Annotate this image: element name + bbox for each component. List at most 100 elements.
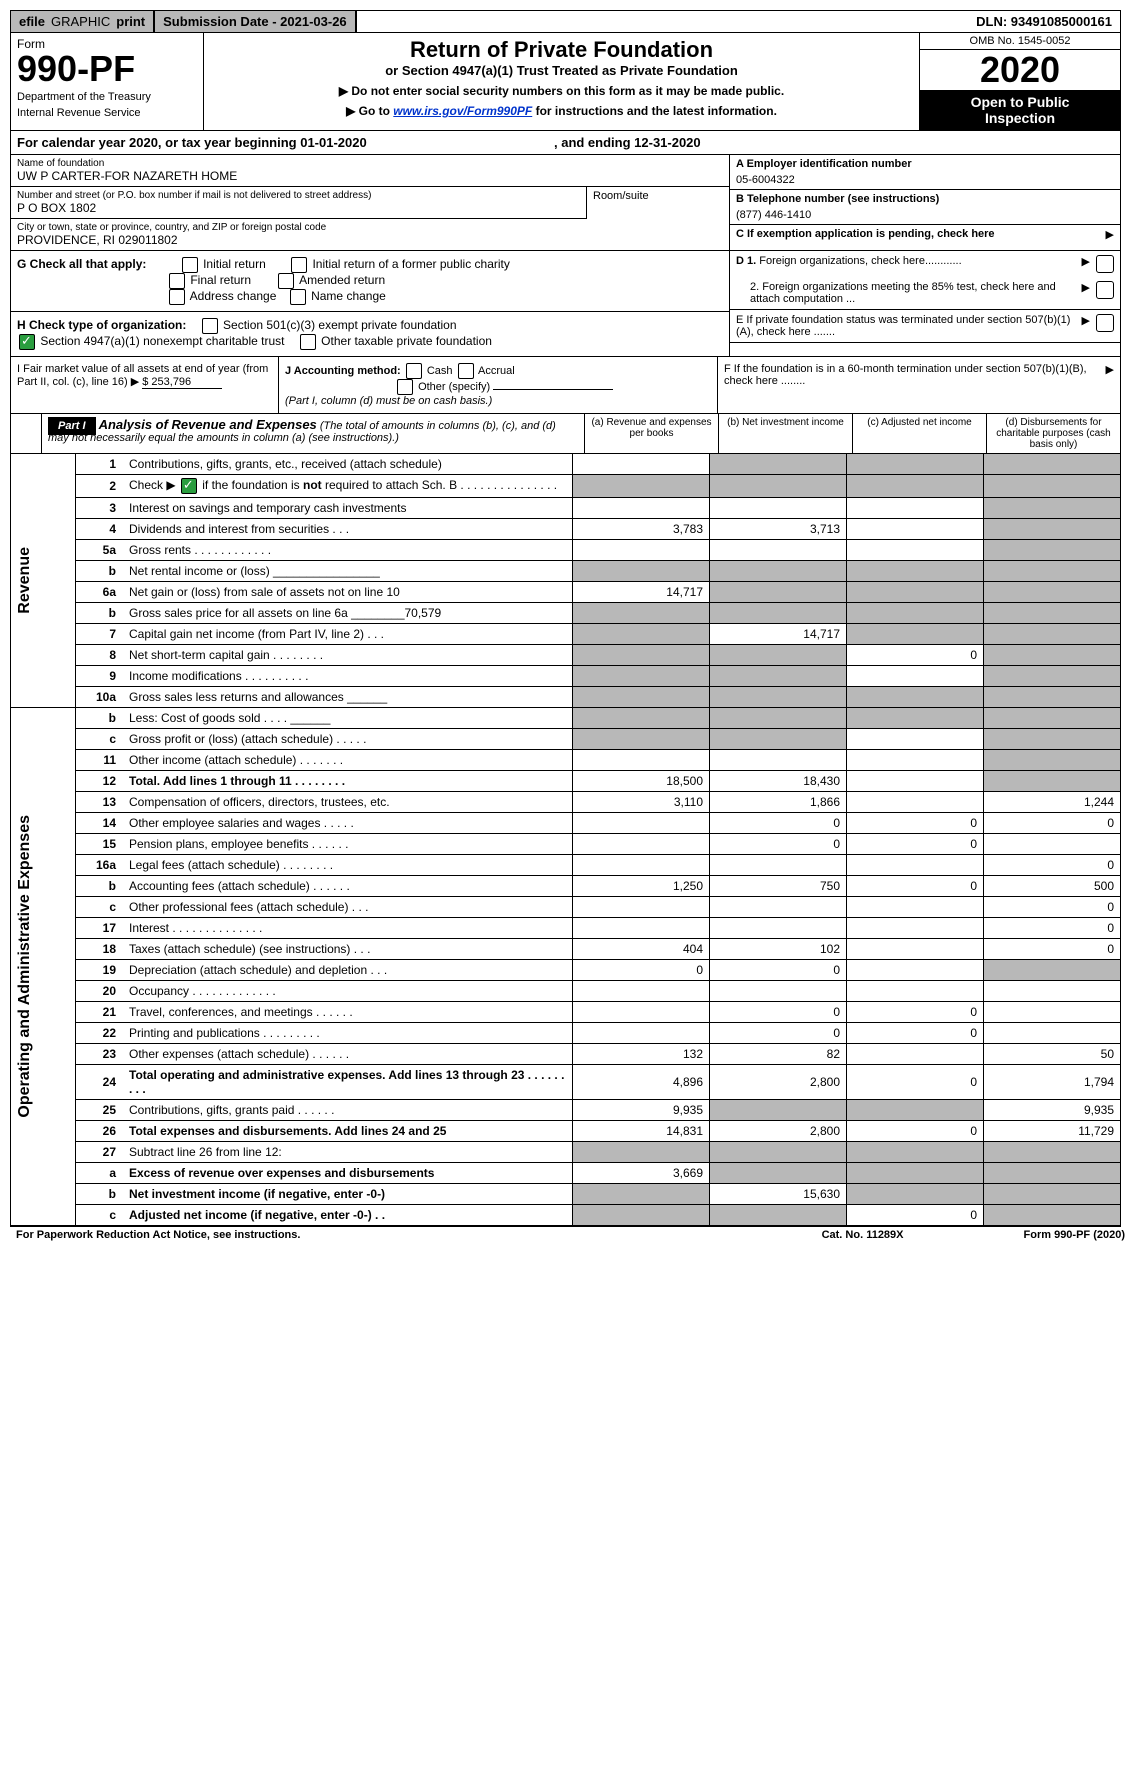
cb-4947[interactable] <box>19 334 35 350</box>
line-val <box>710 749 847 770</box>
line-desc: Excess of revenue over expenses and disb… <box>124 1162 573 1183</box>
line-val: 50 <box>984 1043 1121 1064</box>
line-val: 0 <box>847 1120 984 1141</box>
line-row: bAccounting fees (attach schedule) . . .… <box>11 875 1120 896</box>
line-val <box>984 581 1121 602</box>
line-val <box>984 749 1121 770</box>
line-val <box>847 539 984 560</box>
line-val <box>573 854 710 875</box>
efile-label: efile <box>19 14 45 29</box>
cb-cash[interactable] <box>406 363 422 379</box>
col-a-head: (a) Revenue and expenses per books <box>584 414 718 453</box>
instr2-post: for instructions and the latest informat… <box>532 104 777 118</box>
cb-other-tax[interactable] <box>300 334 316 350</box>
line-val <box>847 728 984 749</box>
cb-name[interactable] <box>290 289 306 305</box>
line-val: 102 <box>710 938 847 959</box>
d1-checkbox[interactable] <box>1096 255 1114 273</box>
line-desc: Accounting fees (attach schedule) . . . … <box>124 875 573 896</box>
line-num: 15 <box>76 833 125 854</box>
line-val <box>573 644 710 665</box>
line-val: 0 <box>984 938 1121 959</box>
line-val <box>573 497 710 518</box>
name-block: Name of foundation UW P CARTER-FOR NAZAR… <box>11 155 729 187</box>
cb-amended[interactable] <box>278 273 294 289</box>
line-val: 0 <box>984 917 1121 938</box>
line-val: 18,430 <box>710 770 847 791</box>
line-val <box>847 560 984 581</box>
meta-row: Name of foundation UW P CARTER-FOR NAZAR… <box>11 155 1120 251</box>
line-val: 0 <box>573 959 710 980</box>
cb-accrual[interactable] <box>458 363 474 379</box>
line-val: 3,783 <box>573 518 710 539</box>
open-line2: Inspection <box>924 110 1116 126</box>
line-desc: Interest . . . . . . . . . . . . . . <box>124 917 573 938</box>
g-item-3: Amended return <box>299 273 385 287</box>
line-row: 12Total. Add lines 1 through 11 . . . . … <box>11 770 1120 791</box>
expenses-side: Operating and Administrative Expenses <box>16 815 34 1118</box>
row-ij: I Fair market value of all assets at end… <box>11 357 1120 414</box>
line-row: Operating and Administrative ExpensesbLe… <box>11 707 1120 728</box>
print-label[interactable]: print <box>116 14 145 29</box>
cb-initial-former[interactable] <box>291 257 307 273</box>
line-row: bNet investment income (if negative, ent… <box>11 1183 1120 1204</box>
line-num: 19 <box>76 959 125 980</box>
line-val <box>984 707 1121 728</box>
cb-501c3[interactable] <box>202 318 218 334</box>
line-desc: Total. Add lines 1 through 11 . . . . . … <box>124 770 573 791</box>
line-val <box>984 474 1121 497</box>
line-val <box>984 454 1121 475</box>
line-row: 25Contributions, gifts, grants paid . . … <box>11 1099 1120 1120</box>
d2-checkbox[interactable] <box>1096 281 1114 299</box>
line-val <box>710 497 847 518</box>
line-val: 0 <box>847 1204 984 1225</box>
line-val <box>847 454 984 475</box>
line-val: 0 <box>847 875 984 896</box>
line-row: bGross sales price for all assets on lin… <box>11 602 1120 623</box>
line-val <box>573 917 710 938</box>
line-val <box>710 602 847 623</box>
line-row: 18Taxes (attach schedule) (see instructi… <box>11 938 1120 959</box>
suite-label: Room/suite <box>593 190 649 202</box>
line-val <box>710 896 847 917</box>
line-desc: Net gain or (loss) from sale of assets n… <box>124 581 573 602</box>
cb-final[interactable] <box>169 273 185 289</box>
line-val: 132 <box>573 1043 710 1064</box>
line-val <box>573 539 710 560</box>
tax-year: 2020 <box>920 50 1120 90</box>
line-desc: Travel, conferences, and meetings . . . … <box>124 1001 573 1022</box>
line-row: 15Pension plans, employee benefits . . .… <box>11 833 1120 854</box>
g-item-4: Address change <box>190 289 277 303</box>
cb-schb[interactable] <box>181 478 197 494</box>
line-desc: Other expenses (attach schedule) . . . .… <box>124 1043 573 1064</box>
city: PROVIDENCE, RI 029011802 <box>17 233 723 247</box>
line-val: 1,866 <box>710 791 847 812</box>
line-num: 6a <box>76 581 125 602</box>
line-desc: Contributions, gifts, grants paid . . . … <box>124 1099 573 1120</box>
foundation-name: UW P CARTER-FOR NAZARETH HOME <box>17 169 723 183</box>
e-checkbox[interactable] <box>1096 314 1114 332</box>
line-row: bNet rental income or (loss) ___________… <box>11 560 1120 581</box>
cb-address[interactable] <box>169 289 185 305</box>
line-val <box>573 707 710 728</box>
h-label: H Check type of organization: <box>17 318 186 332</box>
footer-left: For Paperwork Reduction Act Notice, see … <box>16 1229 822 1241</box>
footer-right: Form 990-PF (2020) <box>1024 1229 1125 1241</box>
cb-other-acct[interactable] <box>397 379 413 395</box>
line-row: 7Capital gain net income (from Part IV, … <box>11 623 1120 644</box>
line-val <box>573 833 710 854</box>
irs-link[interactable]: www.irs.gov/Form990PF <box>393 104 532 118</box>
lines-table: Revenue1Contributions, gifts, grants, et… <box>11 454 1120 1226</box>
line-val <box>847 854 984 875</box>
line-val: 500 <box>984 875 1121 896</box>
line-row: cOther professional fees (attach schedul… <box>11 896 1120 917</box>
line-val <box>573 686 710 707</box>
dln-number: DLN: 93491085000161 <box>968 11 1120 32</box>
line-row: cAdjusted net income (if negative, enter… <box>11 1204 1120 1225</box>
line-val <box>984 980 1121 1001</box>
cb-initial[interactable] <box>182 257 198 273</box>
line-val <box>847 770 984 791</box>
line-val <box>710 1162 847 1183</box>
line-num: b <box>76 707 125 728</box>
graphic-label: GRAPHIC <box>51 14 110 29</box>
